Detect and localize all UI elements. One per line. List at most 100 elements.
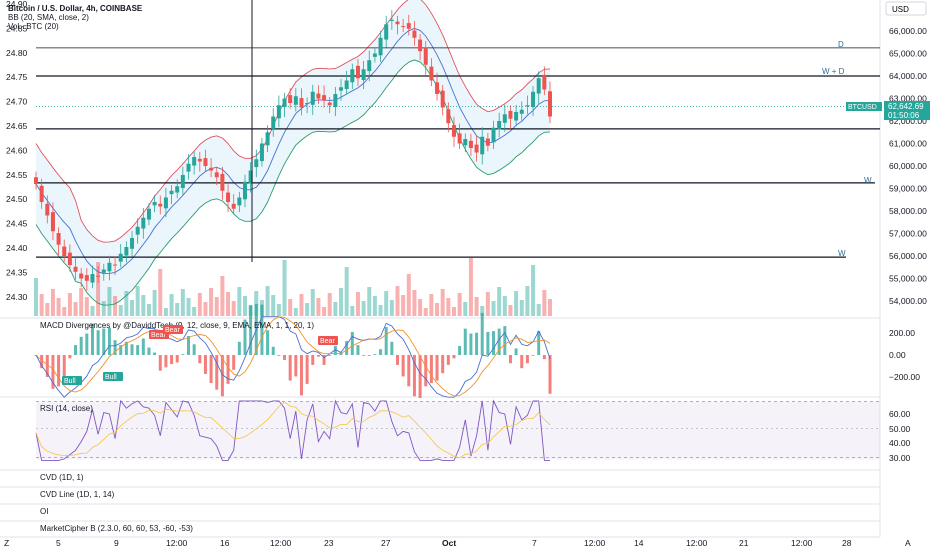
svg-text:Bear: Bear [151, 332, 166, 339]
candle-body [333, 94, 338, 108]
left-axis-label: 24.70 [6, 97, 28, 107]
candle-body [384, 24, 389, 40]
candle-body [440, 90, 445, 108]
level-label-w-upper: W [864, 176, 872, 185]
volume-bar [163, 308, 168, 316]
price-axis-label: 58,000.00 [889, 206, 927, 216]
volume-bar [276, 304, 281, 316]
axes: 66,000.00 65,000.00 64,000.00 63,000.00 62,0… [6, 0, 927, 548]
candle-body [418, 39, 423, 52]
macd-histogram-bar [124, 341, 128, 355]
macd-histogram-bar [441, 355, 445, 374]
candle-body [62, 246, 67, 256]
volume-bar [107, 287, 112, 316]
macd-histogram-bar [407, 355, 411, 387]
candle-body [79, 273, 84, 279]
candle-body [446, 109, 451, 124]
rsi-ma-line [35, 401, 551, 459]
macd-histogram-bar [367, 355, 371, 356]
macd-histogram-bar [429, 355, 433, 384]
macd-histogram-bar [220, 355, 224, 397]
volume-bar [435, 303, 440, 316]
volume-bar [440, 289, 445, 316]
price-axis-label: 64,000.00 [889, 71, 927, 81]
rsi-axis-label: 50.00 [889, 424, 911, 434]
candle-body [497, 121, 502, 130]
rsi-axis-label: 30.00 [889, 453, 911, 463]
volume-bar [514, 291, 519, 316]
volume-bar [288, 299, 293, 316]
candle-body [90, 274, 95, 283]
macd-histogram-bar [260, 304, 264, 355]
macd-histogram-bar [395, 355, 399, 365]
macd-histogram-bar [537, 331, 541, 355]
candle-body [113, 264, 118, 266]
candle-body [327, 102, 332, 106]
vol-legend: Vol · BTC (20) [8, 22, 59, 31]
volume-bar [45, 303, 50, 316]
volume-bar [141, 295, 146, 316]
macd-histogram-bar [299, 355, 303, 396]
price-tag-countdown: 01:50:06 [888, 111, 920, 120]
volume-bar [463, 302, 468, 316]
candle-body [361, 69, 366, 81]
volume-bar [350, 306, 355, 316]
macd-histogram-bar [322, 355, 326, 365]
volume-bar [175, 303, 180, 316]
candle-body [485, 138, 490, 146]
volume-bar [39, 294, 44, 316]
macd-histogram-bar [345, 340, 349, 355]
cvd-line-pane-title: CVD Line (1D, 1, 14) [40, 490, 115, 499]
price-axis-label: 65,000.00 [889, 49, 927, 59]
macd-histogram-bar [249, 305, 253, 355]
macd-histogram-bar [158, 355, 162, 371]
candle-body [293, 96, 298, 105]
macd-histogram-bar [458, 345, 462, 355]
currency-button[interactable] [885, 1, 927, 16]
volume-bar [203, 302, 208, 316]
left-axis-label: 24.75 [6, 72, 28, 82]
volume-bar [73, 302, 78, 316]
level-label-w-lower: W [838, 249, 846, 258]
volume-bar [226, 292, 231, 316]
candle-body [435, 82, 440, 94]
corner-label-right: A [905, 538, 911, 548]
candle-body [491, 127, 496, 143]
candle-body [118, 253, 123, 262]
macd-histogram-bar [107, 327, 111, 355]
volume-bar [485, 292, 490, 316]
candle-body [451, 125, 456, 137]
price-axis-label: 54,000.00 [889, 296, 927, 306]
volume-bar [310, 289, 315, 316]
macd-histogram-bar [362, 355, 366, 356]
macd-histogram-bar [271, 346, 275, 355]
volume-bar [146, 304, 151, 316]
candle-body [34, 177, 38, 184]
macd-histogram-bar [311, 355, 315, 365]
volume-bar [378, 305, 383, 316]
volume-bar [474, 297, 479, 316]
macd-histogram-bar [226, 355, 230, 384]
volume-bar [237, 287, 242, 316]
bollinger-band-fill [36, 0, 550, 306]
volume-bar [333, 302, 338, 316]
volume-bar [214, 297, 219, 316]
volume-bar [67, 293, 72, 316]
candle-body [480, 136, 485, 155]
candle-body [389, 19, 394, 21]
macd-histogram-bar [542, 355, 546, 360]
macd-histogram-bar [243, 319, 247, 355]
macd-histogram-bar [130, 344, 134, 355]
time-axis-label: 28 [842, 538, 852, 548]
price-axis-label: 61,000.00 [889, 139, 927, 149]
macd-histogram-bar [424, 355, 428, 387]
volume-bar [327, 293, 332, 316]
bear-signal: Bear [318, 336, 338, 345]
macd-histogram-bar [170, 355, 174, 365]
macd-histogram-bar [390, 341, 394, 355]
candle-body [39, 185, 44, 202]
candle-body [502, 114, 507, 123]
candle-body [463, 139, 468, 146]
macd-histogram-bar [480, 312, 484, 355]
candle-body [186, 163, 191, 172]
